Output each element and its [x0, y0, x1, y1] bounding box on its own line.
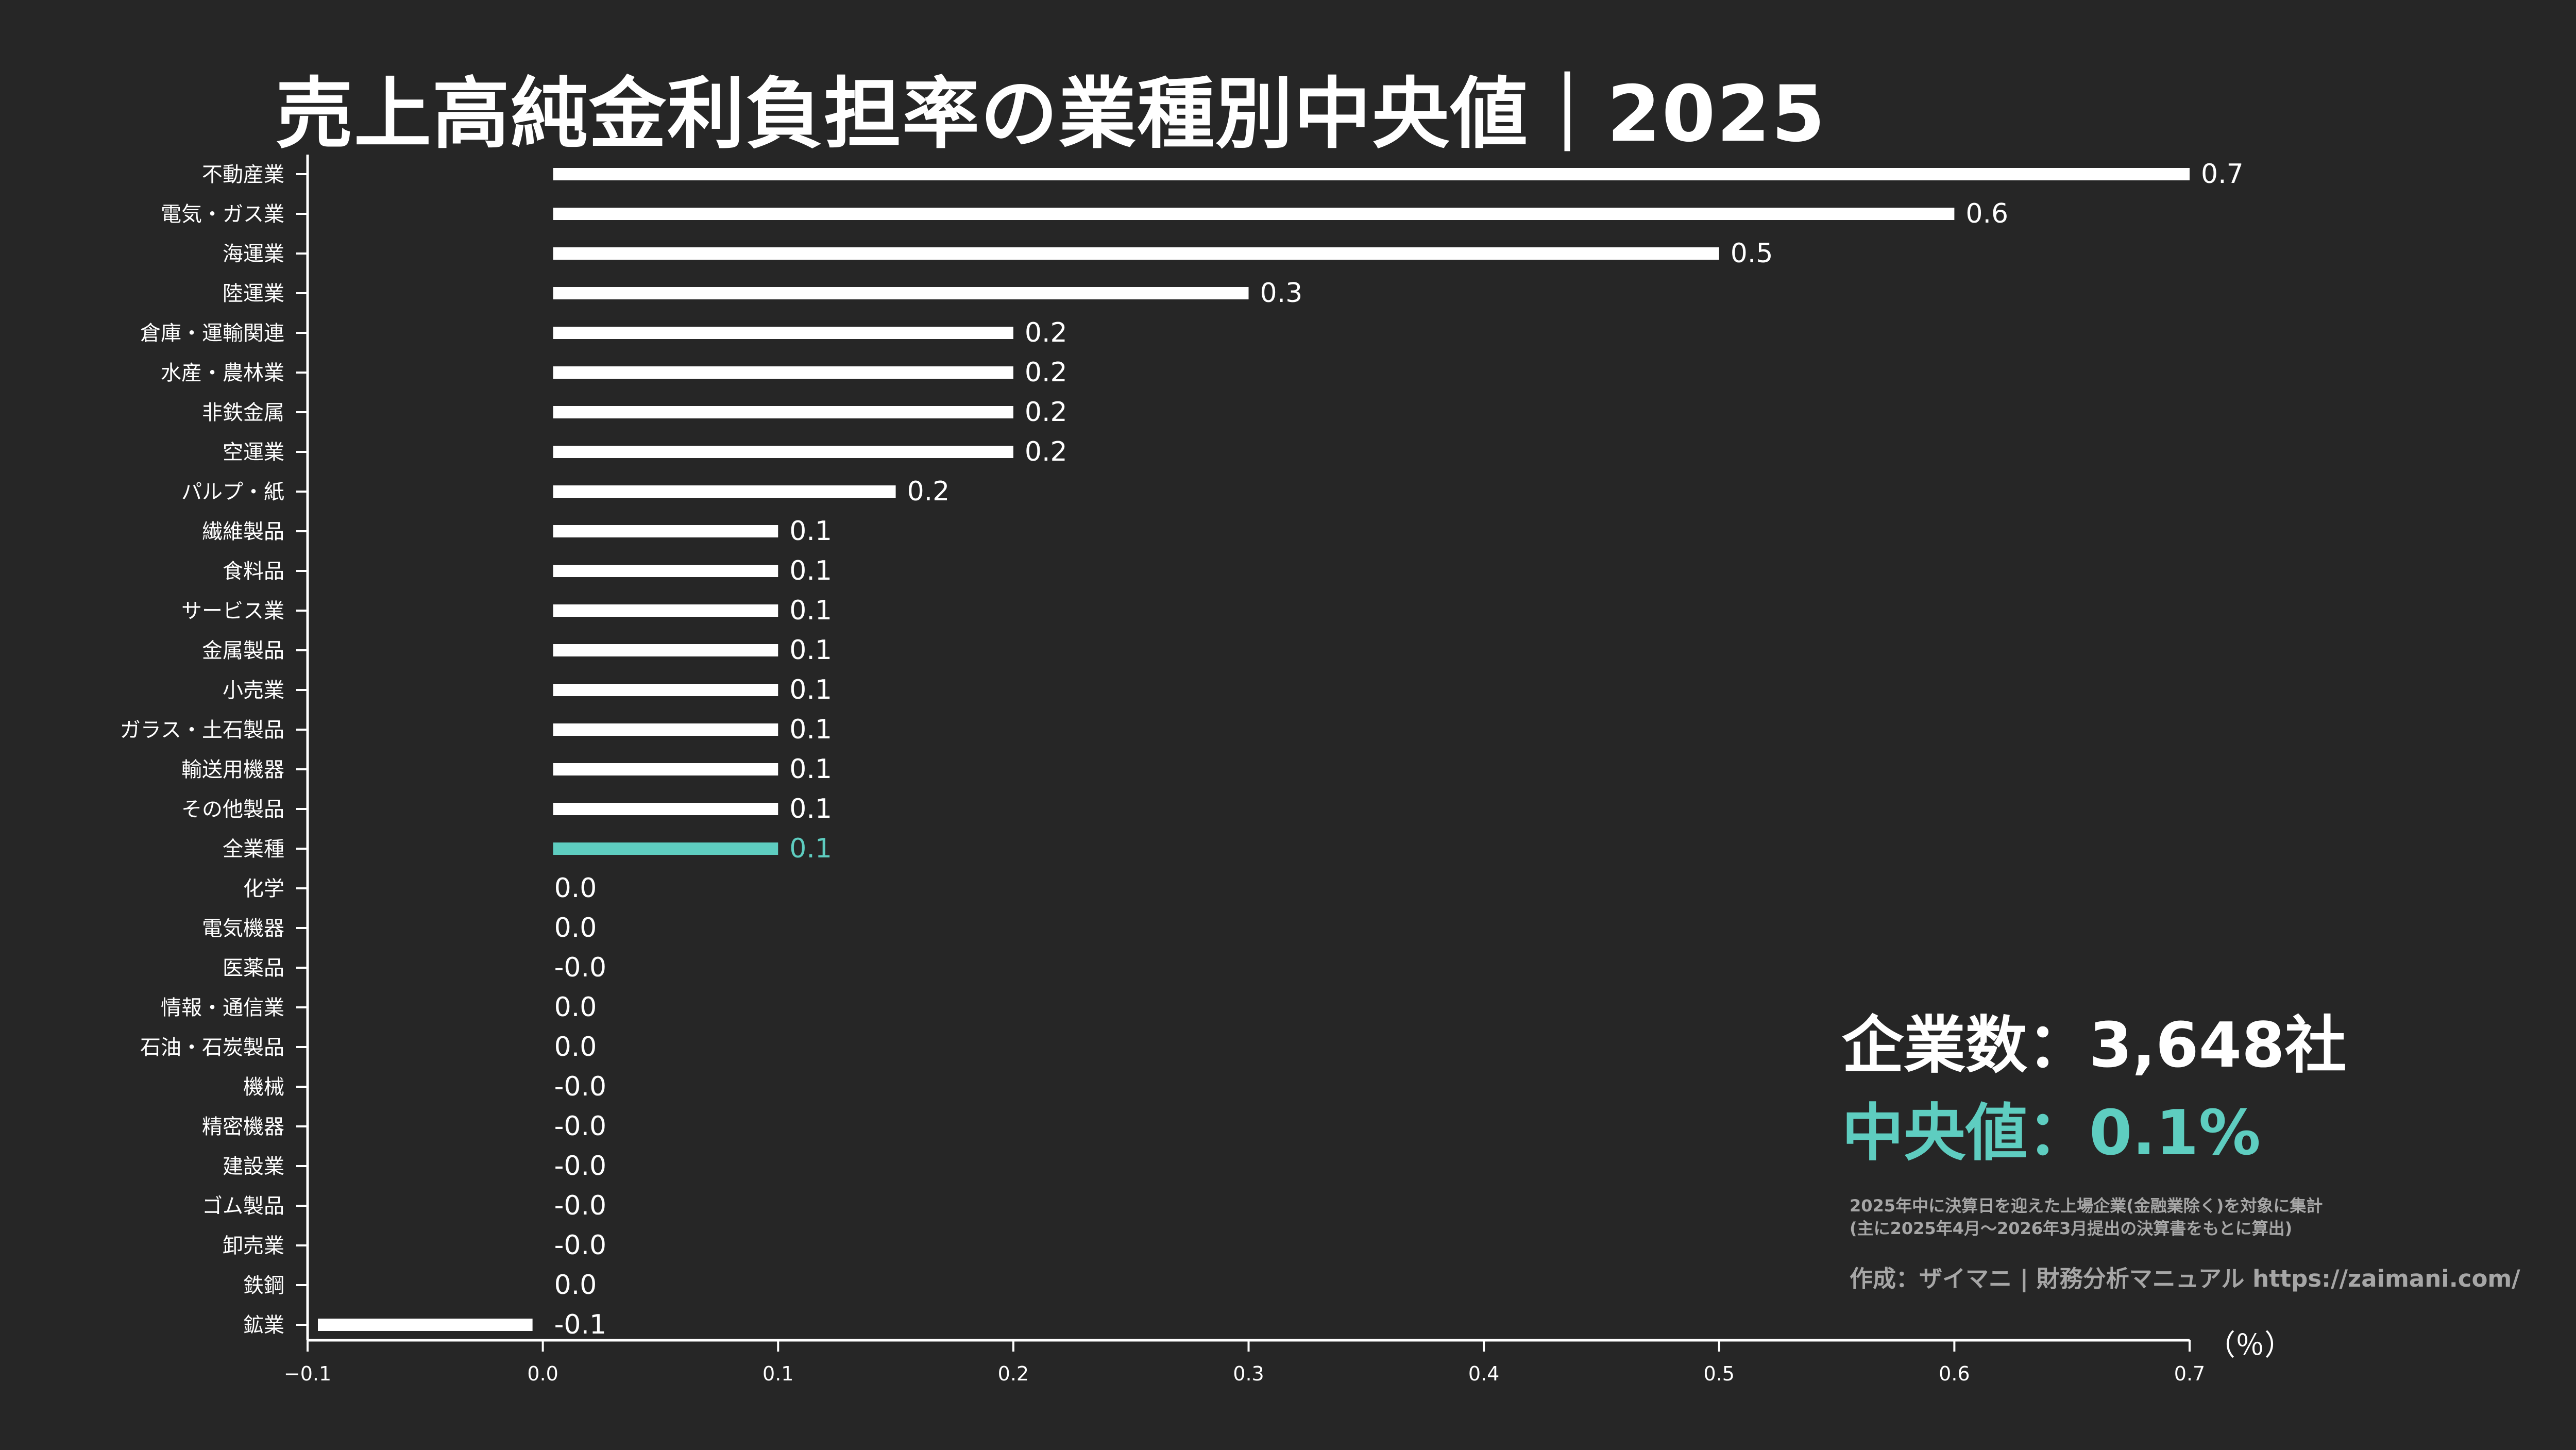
bar: [553, 168, 2190, 180]
data-label: 0.2: [1025, 436, 1067, 467]
x-tick-label: 0.7: [2174, 1362, 2205, 1385]
category-label: 輸送用機器: [181, 758, 284, 782]
data-label: 0.1: [789, 833, 832, 864]
category-label: 非鉄金属: [202, 401, 284, 425]
category-label: 情報・通信業: [161, 996, 284, 1020]
data-label: 0.2: [1025, 397, 1067, 428]
x-tick-label: 0.6: [1939, 1362, 1970, 1385]
data-label: 0.1: [789, 595, 832, 626]
bar: [553, 803, 778, 815]
x-tick-label: 0.2: [998, 1362, 1029, 1385]
data-label: 0.1: [789, 516, 832, 547]
category-label: 卸売業: [223, 1234, 284, 1258]
bar: [318, 1319, 533, 1331]
bar: [553, 247, 1719, 260]
data-label: 0.0: [554, 873, 597, 904]
category-label: 精密機器: [202, 1115, 284, 1139]
x-tick-label: 0.1: [762, 1362, 793, 1385]
data-label: 0.1: [789, 714, 832, 745]
data-label: -0.1: [554, 1309, 606, 1340]
category-label: 鉱業: [243, 1313, 284, 1337]
category-label: 医薬品: [223, 956, 284, 980]
bar: [553, 842, 778, 855]
category-label: 不動産業: [202, 163, 284, 187]
data-label: 0.6: [1965, 198, 2008, 229]
x-tick-label: −0.1: [284, 1362, 331, 1385]
category-label: 全業種: [223, 837, 284, 861]
category-label: 建設業: [223, 1155, 284, 1178]
x-axis-unit: （％）: [2207, 1329, 2293, 1362]
data-label: 0.1: [789, 675, 832, 705]
category-label: 海運業: [223, 242, 284, 266]
bar: [553, 485, 896, 498]
data-label: 0.3: [1260, 278, 1303, 309]
category-label: その他製品: [181, 798, 284, 821]
category-label: サービス業: [181, 599, 284, 623]
bar: [553, 684, 778, 696]
bar: [553, 644, 778, 656]
bar: [553, 525, 778, 537]
bar: [553, 446, 1013, 458]
data-label: 0.2: [1025, 357, 1067, 388]
x-tick-label: 0.0: [527, 1362, 558, 1385]
summary-stats: 企業数：3,648社 中央値：0.1%: [1842, 1002, 2347, 1177]
data-label: -0.0: [554, 1190, 606, 1221]
data-label: -0.0: [554, 1111, 606, 1142]
category-label: 化学: [243, 877, 284, 901]
category-label: 倉庫・運輸関連: [140, 322, 284, 345]
category-label: 金属製品: [202, 639, 284, 663]
data-label: 0.0: [554, 992, 597, 1023]
company-count: 企業数：3,648社: [1842, 1010, 2347, 1082]
x-tick-label: 0.4: [1468, 1362, 1499, 1385]
category-label: 繊維製品: [202, 520, 284, 544]
category-label: パルプ・紙: [181, 480, 284, 504]
data-label: 0.7: [2201, 159, 2244, 190]
x-tick-label: 0.3: [1233, 1362, 1264, 1385]
bar: [553, 366, 1013, 379]
category-label: ゴム製品: [202, 1194, 284, 1218]
category-label: 空運業: [223, 441, 284, 464]
data-label: 0.0: [554, 1032, 597, 1063]
category-label: ガラス・土石製品: [120, 718, 284, 742]
data-label: 0.0: [554, 1270, 597, 1301]
category-label: 鉄鋼: [243, 1274, 284, 1297]
data-label: 0.1: [789, 794, 832, 824]
bar: [553, 406, 1013, 418]
data-label: 0.5: [1731, 238, 1773, 269]
methodology-note: 2025年中に決算日を迎えた上場企業(金融業除く)を対象に集計 (主に2025年…: [1850, 1194, 2323, 1240]
category-label: 電気・ガス業: [161, 203, 284, 226]
data-label: 0.2: [907, 476, 950, 507]
bar: [553, 565, 778, 577]
bar: [553, 327, 1013, 339]
note-line-2: (主に2025年4月〜2026年3月提出の決算書をもとに算出): [1850, 1219, 2293, 1238]
median-value: 中央値：0.1%: [1842, 1098, 2261, 1169]
chart-title: 売上高純金利負担率の業種別中央値｜2025: [276, 70, 1826, 159]
data-label: -0.0: [554, 1151, 606, 1182]
data-label: -0.0: [554, 952, 606, 983]
category-label: 小売業: [223, 679, 284, 702]
category-label: 水産・農林業: [161, 361, 284, 385]
bar: [553, 763, 778, 775]
category-label: 石油・石炭製品: [140, 1036, 284, 1059]
data-label: 0.1: [789, 635, 832, 666]
category-label: 電気機器: [202, 917, 284, 940]
category-label: 機械: [243, 1075, 284, 1099]
x-tick-label: 0.5: [1704, 1362, 1735, 1385]
category-label: 陸運業: [223, 282, 284, 306]
note-line-1: 2025年中に決算日を迎えた上場企業(金融業除く)を対象に集計: [1850, 1196, 2323, 1216]
data-label: 0.1: [789, 754, 832, 785]
data-label: -0.0: [554, 1230, 606, 1261]
data-label: 0.1: [789, 555, 832, 586]
bar: [553, 208, 1955, 220]
data-label: 0.0: [554, 913, 597, 943]
category-label: 食料品: [223, 560, 284, 583]
bar: [553, 604, 778, 617]
bar: [553, 723, 778, 736]
credit-line: 作成：ザイマニ | 財務分析マニュアル https://zaimani.com/: [1850, 1265, 2520, 1292]
data-label: 0.2: [1025, 317, 1067, 348]
bar: [553, 287, 1249, 299]
data-label: -0.0: [554, 1071, 606, 1102]
